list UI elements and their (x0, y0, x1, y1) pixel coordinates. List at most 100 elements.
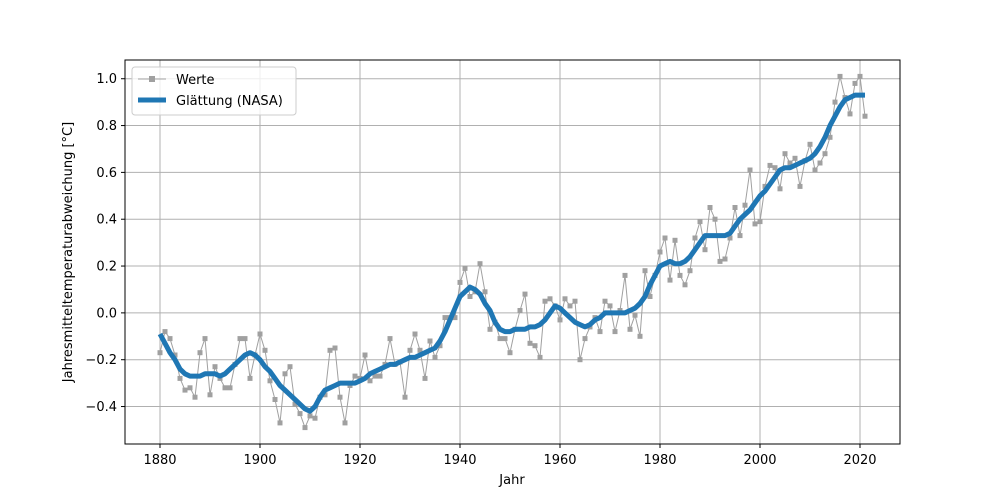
werte-point (342, 420, 348, 426)
werte-point (367, 378, 373, 384)
x-tick-label: 2000 (743, 453, 776, 468)
werte-point (427, 338, 433, 344)
werte-point (602, 298, 608, 304)
werte-point (762, 183, 768, 189)
werte-point (177, 375, 183, 381)
werte-point (412, 331, 418, 337)
x-tick-label: 1900 (243, 453, 276, 468)
werte-point (612, 329, 618, 335)
werte-point (302, 425, 308, 431)
werte-point (702, 247, 708, 253)
werte-point (827, 134, 833, 140)
werte-point (747, 167, 753, 173)
werte-point (672, 237, 678, 243)
werte-point (852, 80, 858, 86)
werte-point (462, 265, 468, 271)
werte-point (837, 73, 843, 79)
werte-point (362, 352, 368, 358)
werte-point (167, 336, 173, 342)
werte-point (572, 298, 578, 304)
werte-point (722, 256, 728, 262)
x-tick-label: 1940 (443, 453, 476, 468)
werte-point (182, 387, 188, 393)
werte-point (267, 378, 273, 384)
werte-point (312, 415, 318, 421)
werte-point (197, 350, 203, 356)
y-tick-label: 0.4 (96, 213, 117, 228)
werte-point (792, 155, 798, 161)
werte-point (372, 373, 378, 379)
werte-point (637, 333, 643, 339)
werte-point (857, 73, 863, 79)
werte-point (577, 357, 583, 363)
werte-point (777, 186, 783, 192)
werte-point (422, 375, 428, 381)
x-tick-label: 1880 (143, 453, 176, 468)
werte-point (662, 235, 668, 241)
werte-point (642, 268, 648, 274)
werte-point (522, 291, 528, 297)
werte-point (757, 219, 763, 225)
werte-point (697, 219, 703, 225)
werte-point (767, 162, 773, 168)
werte-point (677, 272, 683, 278)
legend-marker-werte (149, 76, 155, 82)
werte-point (277, 420, 283, 426)
werte-point (567, 303, 573, 309)
werte-point (417, 347, 423, 353)
werte-point (862, 113, 868, 119)
werte-point (262, 347, 268, 353)
werte-point (627, 326, 633, 332)
werte-point (542, 298, 548, 304)
werte-point (822, 151, 828, 157)
legend-label-werte: Werte (176, 73, 215, 88)
werte-point (407, 347, 413, 353)
werte-point (387, 336, 393, 342)
werte-point (557, 317, 563, 323)
werte-point (202, 336, 208, 342)
werte-point (742, 202, 748, 208)
werte-point (337, 394, 343, 400)
werte-point (257, 331, 263, 337)
x-tick-label: 1960 (543, 453, 576, 468)
legend-label-glaettung: Glättung (NASA) (176, 94, 283, 109)
werte-point (752, 221, 758, 227)
werte-point (402, 394, 408, 400)
werte-point (192, 394, 198, 400)
y-tick-label: 0.2 (96, 260, 117, 275)
x-tick-label: 2020 (843, 453, 876, 468)
werte-point (442, 315, 448, 321)
werte-point (532, 343, 538, 349)
werte-point (847, 111, 853, 117)
werte-line (159, 75, 866, 429)
werte-point (727, 235, 733, 241)
werte-point (287, 364, 293, 370)
werte-point (352, 373, 358, 379)
werte-point (437, 343, 443, 349)
y-axis-label: Jahresmitteltemperaturabweichung [°C] (61, 122, 76, 383)
series-glaettung (157, 92, 865, 414)
werte-point (477, 261, 483, 267)
werte-point (502, 336, 508, 342)
werte-point (327, 347, 333, 353)
werte-point (692, 235, 698, 241)
werte-point (782, 151, 788, 157)
y-tick-label: 1.0 (96, 72, 117, 87)
werte-point (832, 99, 838, 105)
werte-point (497, 336, 503, 342)
y-axis-ticks: −0.4 −0.2 0.0 0.2 0.4 0.6 0.8 1.0 (85, 72, 125, 415)
werte-point (467, 294, 473, 299)
plot-frame (124, 59, 901, 445)
werte-point (222, 385, 228, 391)
werte-point (157, 350, 163, 356)
werte-point (172, 352, 178, 358)
werte-point (582, 336, 588, 342)
werte-point (707, 205, 713, 210)
werte-point (457, 279, 463, 285)
werte-point (517, 308, 523, 313)
werte-point (732, 205, 738, 210)
werte-point (187, 385, 193, 391)
werte-point (737, 233, 743, 239)
werte-point (482, 289, 488, 295)
